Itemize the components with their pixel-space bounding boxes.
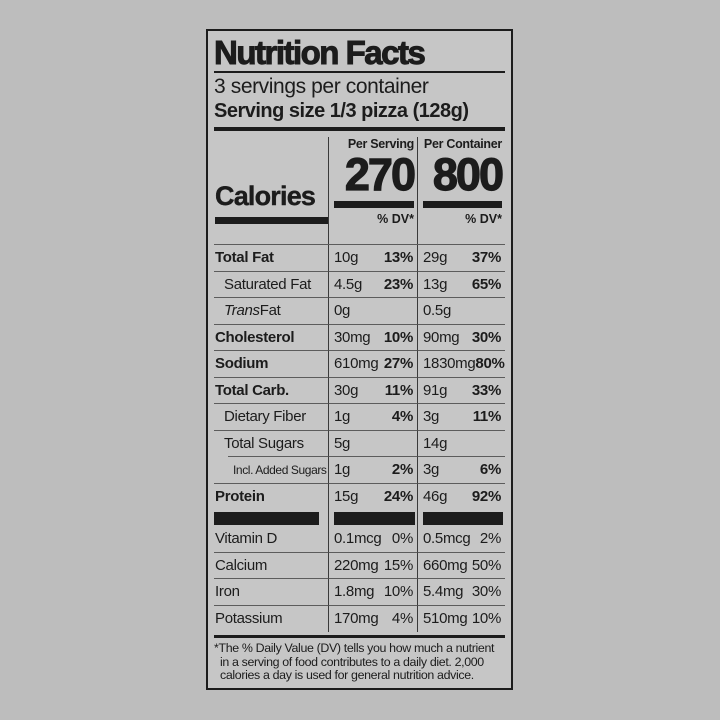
nutrition-facts-label: Nutrition Facts 3 servings per container… xyxy=(206,29,513,690)
calories-section: Calories Per Serving 270 % DV* Per Conta… xyxy=(214,137,505,245)
calories-label-cell: Calories xyxy=(214,137,328,244)
protein-separator-bars xyxy=(214,510,505,527)
calories-label: Calories xyxy=(215,181,316,212)
row-trans-fat: Trans Fat 0g 0.5g xyxy=(214,298,505,325)
servings-per-container: 3 servings per container xyxy=(214,75,429,98)
per-container-underline xyxy=(423,201,502,209)
calories-per-serving-cell: Per Serving 270 % DV* xyxy=(328,137,417,245)
per-serving-header: Per Serving xyxy=(347,137,414,152)
per-container-header: Per Container xyxy=(423,137,502,152)
header-separator-bar xyxy=(214,127,505,132)
calories-per-container-value: 800 xyxy=(432,149,504,201)
calories-per-container-cell: Per Container 800 % DV* xyxy=(417,137,505,245)
calories-per-serving-value: 270 xyxy=(344,149,416,201)
row-saturated-fat: Saturated Fat 4.5g 23% 13g 65% xyxy=(214,271,505,299)
nutrient-rows: Total Fat 10g 13% 29g 37% Saturated Fat 4.… xyxy=(214,244,505,511)
row-sodium: Sodium 610mg 27% 1830mg 80% xyxy=(214,351,505,378)
row-total-fat: Total Fat 10g 13% 29g 37% xyxy=(214,245,505,272)
row-iron: Iron 1.8mg 10% 5.4mg 30% xyxy=(214,579,505,606)
title-divider xyxy=(214,71,505,73)
per-serving-underline xyxy=(334,201,414,209)
serving-size: Serving size 1/3 pizza (128g) xyxy=(214,100,469,122)
row-dietary-fiber: Dietary Fiber 1g 4% 3g 11% xyxy=(214,404,505,431)
row-protein: Protein 15g 24% 46g 92% xyxy=(214,483,505,511)
calories-underline xyxy=(215,217,328,225)
row-cholesterol: Cholesterol 30mg 10% 90mg 30% xyxy=(214,324,505,352)
row-added-sugars: Incl. Added Sugars 1g 2% 3g 6% xyxy=(214,457,505,484)
per-container-dv-header: % DV* xyxy=(465,212,502,227)
per-serving-dv-header: % DV* xyxy=(377,212,414,227)
row-total-sugars: Total Sugars 5g 14g xyxy=(214,430,505,458)
footnote-separator-bar xyxy=(214,635,505,639)
row-potassium: Potassium 170mg 4% 510mg 10% xyxy=(214,605,505,633)
row-total-carb: Total Carb. 30g 11% 91g 33% xyxy=(214,377,505,405)
row-vitamin-d: Vitamin D 0.1mcg 0% 0.5mcg 2% xyxy=(214,526,505,553)
label-title: Nutrition Facts xyxy=(214,34,427,71)
daily-value-footnote: *The % Daily Value (DV) tells you how mu… xyxy=(214,641,495,683)
row-calcium: Calcium 220mg 15% 660mg 50% xyxy=(214,552,505,580)
vitamin-rows: Vitamin D 0.1mcg 0% 0.5mcg 2% Calcium 220m… xyxy=(214,526,505,633)
